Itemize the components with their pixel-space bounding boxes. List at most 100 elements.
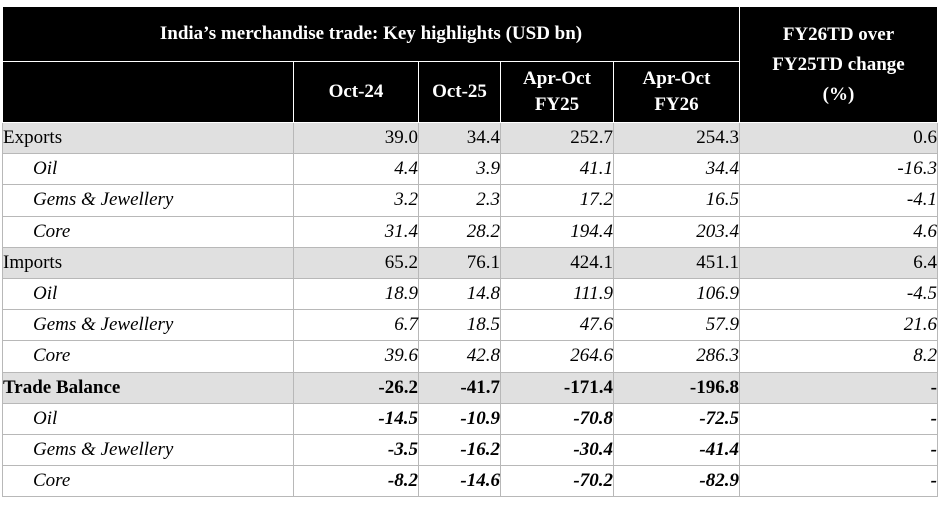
row-label: Exports	[2, 121, 294, 155]
column-header-line: Oct-24	[328, 81, 384, 102]
cell-change: -4.5	[739, 277, 938, 311]
row-label: Imports	[2, 246, 294, 279]
cell-apr-oct-fy25: 17.2	[500, 184, 614, 217]
row-label: Oil	[2, 402, 294, 435]
cell-oct-24: 4.4	[293, 153, 419, 186]
table-title: India’s merchandise trade: Key highlight…	[2, 6, 740, 62]
row-label: Core	[2, 465, 294, 498]
column-header-apr-oct-fy26: Apr-Oct FY26	[613, 61, 740, 123]
cell-apr-oct-fy26: -41.4	[613, 433, 740, 467]
row-label: Gems & Jewellery	[2, 309, 294, 342]
cell-change: 0.6	[739, 121, 938, 155]
cell-oct-24: 6.7	[293, 309, 419, 342]
cell-apr-oct-fy25: 252.7	[500, 121, 614, 155]
row-label: Oil	[2, 277, 294, 311]
table-row-exports-core: Core 31.4 28.2 194.4 203.4 4.6	[2, 215, 938, 248]
cell-oct-25: 34.4	[418, 121, 501, 155]
cell-change: 6.4	[739, 246, 938, 279]
cell-change: -	[739, 371, 938, 404]
column-header-line: Apr-Oct	[642, 68, 711, 89]
cell-apr-oct-fy25: -171.4	[500, 371, 614, 404]
cell-apr-oct-fy25: 41.1	[500, 153, 614, 186]
row-label: Core	[2, 340, 294, 373]
cell-apr-oct-fy26: -196.8	[613, 371, 740, 404]
cell-oct-25: 2.3	[418, 184, 501, 217]
cell-oct-25: -10.9	[418, 402, 501, 435]
table-row-exports-gems: Gems & Jewellery 3.2 2.3 17.2 16.5 -4.1	[2, 184, 938, 217]
table-row-exports: Exports 39.0 34.4 252.7 254.3 0.6	[2, 121, 938, 155]
table-row-balance-oil: Oil -14.5 -10.9 -70.8 -72.5 -	[2, 402, 938, 435]
cell-oct-24: 31.4	[293, 215, 419, 248]
cell-apr-oct-fy25: 424.1	[500, 246, 614, 279]
column-header-line: Oct-25	[432, 81, 487, 102]
column-header-oct-24: Oct-24	[293, 61, 419, 123]
cell-change: -	[739, 465, 938, 498]
label-column-header	[2, 61, 294, 123]
cell-apr-oct-fy25: 264.6	[500, 340, 614, 373]
row-label: Oil	[2, 153, 294, 186]
cell-apr-oct-fy26: 34.4	[613, 153, 740, 186]
change-header-line-3: (%)	[822, 83, 855, 105]
cell-oct-25: 76.1	[418, 246, 501, 279]
column-header-apr-oct-fy25: Apr-Oct FY25	[500, 61, 614, 123]
cell-oct-24: 39.6	[293, 340, 419, 373]
cell-oct-25: -41.7	[418, 371, 501, 404]
cell-apr-oct-fy26: 203.4	[613, 215, 740, 248]
change-column-header: FY26TD over FY25TD change (%)	[739, 6, 938, 123]
row-label: Gems & Jewellery	[2, 433, 294, 467]
trade-highlights-table: India’s merchandise trade: Key highlight…	[2, 6, 938, 498]
table-row-imports: Imports 65.2 76.1 424.1 451.1 6.4	[2, 246, 938, 279]
cell-oct-24: -14.5	[293, 402, 419, 435]
cell-oct-24: 65.2	[293, 246, 419, 279]
cell-oct-24: -8.2	[293, 465, 419, 498]
cell-oct-24: -26.2	[293, 371, 419, 404]
cell-change: -	[739, 402, 938, 435]
table-row-imports-core: Core 39.6 42.8 264.6 286.3 8.2	[2, 340, 938, 373]
row-label: Gems & Jewellery	[2, 184, 294, 217]
row-label: Core	[2, 215, 294, 248]
cell-apr-oct-fy25: 194.4	[500, 215, 614, 248]
change-header-line-1: FY26TD over	[782, 23, 895, 45]
cell-apr-oct-fy25: 111.9	[500, 277, 614, 311]
cell-apr-oct-fy26: 106.9	[613, 277, 740, 311]
column-header-line: FY25	[534, 94, 580, 115]
column-header-line: Apr-Oct	[523, 68, 591, 89]
cell-oct-25: 42.8	[418, 340, 501, 373]
cell-apr-oct-fy26: 16.5	[613, 184, 740, 217]
column-header-line: FY26	[654, 94, 699, 115]
cell-change: -4.1	[739, 184, 938, 217]
cell-apr-oct-fy26: -82.9	[613, 465, 740, 498]
table-row-imports-oil: Oil 18.9 14.8 111.9 106.9 -4.5	[2, 277, 938, 311]
change-header-line-2: FY25TD change	[772, 53, 905, 75]
cell-apr-oct-fy25: 47.6	[500, 309, 614, 342]
table-row-balance-gems: Gems & Jewellery -3.5 -16.2 -30.4 -41.4 …	[2, 433, 938, 467]
cell-change: -	[739, 433, 938, 467]
table-row-trade-balance: Trade Balance -26.2 -41.7 -171.4 -196.8 …	[2, 371, 938, 404]
row-label: Trade Balance	[2, 371, 294, 404]
cell-oct-24: 18.9	[293, 277, 419, 311]
cell-oct-24: 3.2	[293, 184, 419, 217]
cell-apr-oct-fy26: 286.3	[613, 340, 740, 373]
cell-change: -16.3	[739, 153, 938, 186]
cell-change: 4.6	[739, 215, 938, 248]
cell-oct-25: -14.6	[418, 465, 501, 498]
cell-oct-25: 18.5	[418, 309, 501, 342]
cell-apr-oct-fy25: -30.4	[500, 433, 614, 467]
cell-oct-25: 28.2	[418, 215, 501, 248]
cell-apr-oct-fy26: -72.5	[613, 402, 740, 435]
table-row-imports-gems: Gems & Jewellery 6.7 18.5 47.6 57.9 21.6	[2, 309, 938, 342]
cell-oct-25: 3.9	[418, 153, 501, 186]
cell-apr-oct-fy26: 57.9	[613, 309, 740, 342]
cell-apr-oct-fy26: 451.1	[613, 246, 740, 279]
cell-oct-24: -3.5	[293, 433, 419, 467]
table-row-exports-oil: Oil 4.4 3.9 41.1 34.4 -16.3	[2, 153, 938, 186]
cell-apr-oct-fy25: -70.2	[500, 465, 614, 498]
cell-oct-25: 14.8	[418, 277, 501, 311]
cell-change: 8.2	[739, 340, 938, 373]
cell-oct-24: 39.0	[293, 121, 419, 155]
column-header-oct-25: Oct-25	[418, 61, 501, 123]
cell-oct-25: -16.2	[418, 433, 501, 467]
table-row-balance-core: Core -8.2 -14.6 -70.2 -82.9 -	[2, 465, 938, 498]
cell-apr-oct-fy26: 254.3	[613, 121, 740, 155]
cell-apr-oct-fy25: -70.8	[500, 402, 614, 435]
